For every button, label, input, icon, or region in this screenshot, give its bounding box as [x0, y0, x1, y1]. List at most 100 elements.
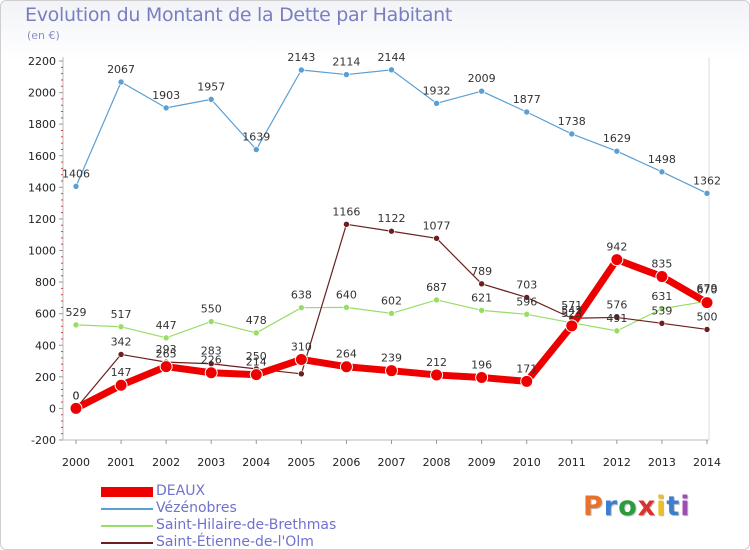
point-saint-hilaire-de-brethmas — [298, 304, 305, 311]
data-label-saint-hilaire-de-brethmas: 631 — [651, 290, 672, 303]
y-tick-label: 1800 — [28, 118, 56, 131]
point-saint-hilaire-de-brethmas — [252, 329, 260, 337]
data-label-vezenobres: 2067 — [107, 63, 135, 76]
unit-label: (en €) — [27, 29, 60, 42]
x-tick-label: 2006 — [332, 456, 360, 469]
data-label-deaux: 265 — [156, 348, 177, 361]
data-label-saint-etienne-de-l-olm: 571 — [561, 299, 582, 312]
data-label-saint-hilaire-de-brethmas: 621 — [471, 291, 492, 304]
x-tick-label: 2013 — [648, 456, 676, 469]
data-label-saint-etienne-de-l-olm: 1077 — [423, 219, 451, 232]
x-tick-label: 2001 — [107, 456, 135, 469]
y-tick-label: 600 — [35, 308, 56, 321]
data-label-vezenobres: 2114 — [332, 56, 360, 69]
y-tick-label: 2200 — [28, 55, 56, 68]
point-saint-etienne-de-l-olm — [613, 314, 621, 321]
data-label-saint-hilaire-de-brethmas: 529 — [66, 306, 87, 319]
logo-letter: o — [618, 491, 638, 522]
point-saint-etienne-de-l-olm — [658, 319, 666, 327]
data-label-deaux: 264 — [336, 348, 357, 361]
data-label-saint-etienne-de-l-olm: 0 — [73, 389, 80, 402]
data-label-vezenobres: 1406 — [62, 167, 90, 180]
point-vezenobres — [207, 96, 215, 103]
data-label-saint-etienne-de-l-olm: 703 — [516, 278, 537, 291]
data-label-deaux: 196 — [471, 358, 492, 371]
point-vezenobres — [613, 147, 621, 155]
point-deaux — [385, 364, 398, 378]
point-deaux — [204, 366, 218, 380]
logo-letter: t — [666, 491, 681, 522]
data-label-saint-etienne-de-l-olm: 539 — [651, 304, 672, 317]
data-label-saint-etienne-de-l-olm: 789 — [471, 265, 492, 278]
data-label-deaux: 0 — [73, 389, 80, 402]
data-label-saint-hilaire-de-brethmas: 640 — [336, 288, 357, 301]
proxiti-logo: Proxiti — [583, 491, 691, 522]
data-label-deaux: 212 — [426, 356, 447, 369]
data-label-saint-etienne-de-l-olm: 250 — [246, 350, 267, 363]
x-tick-label: 2007 — [378, 456, 406, 469]
point-deaux — [294, 352, 308, 366]
point-vezenobres — [117, 78, 125, 86]
x-tick-label: 2012 — [603, 456, 631, 469]
x-tick-label: 2000 — [62, 456, 90, 469]
y-tick-label: 1400 — [28, 181, 56, 194]
point-saint-hilaire-de-brethmas — [162, 334, 170, 342]
point-saint-etienne-de-l-olm — [433, 235, 440, 242]
data-label-saint-hilaire-de-brethmas: 596 — [516, 295, 537, 308]
data-label-saint-etienne-de-l-olm: 293 — [156, 343, 177, 356]
logo-letter: P — [583, 491, 604, 522]
point-deaux — [114, 378, 128, 392]
point-saint-hilaire-de-brethmas — [433, 296, 440, 304]
point-saint-etienne-de-l-olm — [117, 351, 125, 358]
y-tick-label: 400 — [35, 339, 56, 352]
x-tick-label: 2010 — [513, 456, 541, 469]
data-label-vezenobres: 1903 — [152, 89, 180, 102]
data-label-vezenobres: 1498 — [648, 153, 676, 166]
point-saint-hilaire-de-brethmas — [117, 323, 125, 331]
data-label-vezenobres: 2143 — [287, 51, 315, 64]
point-deaux — [249, 368, 263, 382]
data-label-saint-etienne-de-l-olm: 1166 — [332, 205, 360, 218]
data-label-vezenobres: 1639 — [242, 131, 270, 144]
point-saint-hilaire-de-brethmas — [523, 310, 531, 318]
logo-letter: r — [603, 491, 619, 522]
data-label-deaux: 670 — [697, 284, 718, 297]
data-label-vezenobres: 1738 — [558, 115, 586, 128]
series-line-deaux — [74, 256, 709, 412]
data-label-deaux: 523 — [561, 307, 582, 320]
point-deaux — [430, 368, 444, 382]
point-saint-etienne-de-l-olm — [478, 280, 485, 288]
axes: -200 0 200 400 600 800 1000 1200 1400 1600 1800 200… — [28, 55, 721, 469]
data-label-saint-hilaire-de-brethmas: 687 — [426, 281, 447, 294]
point-vezenobres — [252, 146, 260, 153]
logo-letter: i — [656, 491, 667, 522]
data-label-deaux: 171 — [516, 362, 537, 375]
point-saint-hilaire-de-brethmas — [207, 318, 215, 325]
point-deaux — [475, 370, 489, 384]
y-tick-label: 1200 — [28, 213, 56, 226]
data-label-vezenobres: 1957 — [197, 80, 225, 93]
data-label-vezenobres: 1932 — [423, 84, 451, 97]
data-label-saint-etienne-de-l-olm: 283 — [201, 345, 222, 358]
data-label-saint-hilaire-de-brethmas: 491 — [606, 312, 627, 325]
point-deaux — [339, 360, 353, 374]
y-tick-label: 1000 — [28, 245, 56, 258]
data-label-saint-etienne-de-l-olm: 1122 — [378, 212, 406, 225]
legend-label-saint-etienne: Saint-Étienne-de-l'Olm — [156, 534, 314, 550]
point-vezenobres — [388, 66, 395, 74]
point-vezenobres — [568, 130, 576, 138]
point-vezenobres — [72, 183, 80, 190]
point-saint-hilaire-de-brethmas — [343, 304, 350, 311]
series-layer — [69, 66, 714, 415]
point-vezenobres — [703, 190, 711, 197]
data-label-saint-hilaire-de-brethmas: 638 — [291, 289, 312, 302]
y-tick-label: 2000 — [28, 87, 56, 100]
data-label-saint-hilaire-de-brethmas: 679 — [697, 282, 718, 295]
y-tick-label: 1600 — [28, 150, 56, 163]
point-deaux — [159, 360, 173, 374]
legend-label-saint-hilaire: Saint-Hilaire-de-Brethmas — [156, 517, 337, 533]
y-tick-label: 800 — [35, 276, 56, 289]
point-vezenobres — [478, 87, 485, 95]
